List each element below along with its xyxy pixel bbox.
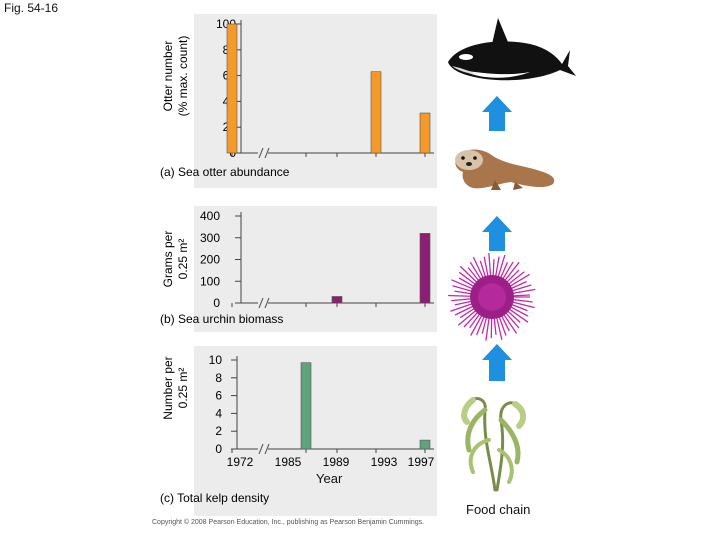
arrow-up-icon <box>482 216 512 251</box>
axis-break-mark <box>264 443 270 455</box>
bar <box>370 71 382 154</box>
sea-otter-icon <box>455 149 555 190</box>
bar <box>419 112 431 154</box>
copyright-text: Copyright © 2008 Pearson Education, Inc.… <box>152 519 425 526</box>
bar <box>419 439 431 450</box>
chart-panel-bg <box>194 206 437 332</box>
chart-title: (c) Total kelp density <box>160 491 269 505</box>
food-chain-label: Food chain <box>466 502 531 517</box>
x-tick-label: 1993 <box>371 455 398 469</box>
bar <box>419 233 431 304</box>
y-axis-label: Grams per <box>161 231 175 288</box>
y-tick-label: 300 <box>200 231 220 245</box>
sea-urchin-icon <box>447 253 536 341</box>
y-tick-label: 6 <box>215 389 222 403</box>
y-axis-label: Number per <box>161 356 175 419</box>
bar <box>226 23 238 154</box>
kelp-icon <box>461 396 527 492</box>
x-tick-label: 1989 <box>323 455 350 469</box>
x-tick-label: 1985 <box>275 455 302 469</box>
x-axis-label: Year <box>316 471 343 486</box>
orca-icon <box>448 18 576 81</box>
axis-break-mark <box>264 147 270 159</box>
chart-title: (b) Sea urchin biomass <box>160 312 283 326</box>
y-axis-label: (% max. count) <box>176 36 190 117</box>
bar <box>300 362 312 450</box>
axis-break-mark <box>258 443 264 455</box>
y-tick-label: 0 <box>213 296 220 310</box>
y-axis-label: 0.25 m² <box>176 368 190 409</box>
arrow-up-icon <box>482 96 512 131</box>
y-tick-label: 4 <box>215 406 222 420</box>
y-axis-label: 0.25 m² <box>176 239 190 280</box>
bar <box>331 296 343 304</box>
x-tick-label: 1972 <box>227 455 254 469</box>
axis-break-mark <box>264 297 270 309</box>
y-tick-label: 2 <box>215 424 222 438</box>
y-tick-label: 10 <box>209 353 223 367</box>
y-axis-label: Otter number <box>161 41 175 112</box>
arrow-up-icon <box>482 344 512 381</box>
axis-break-mark <box>258 147 264 159</box>
y-tick-label: 400 <box>200 209 220 223</box>
y-tick-label: 100 <box>200 274 220 288</box>
y-tick-label: 200 <box>200 253 220 267</box>
x-tick-label: 1997 <box>408 455 435 469</box>
y-tick-label: 0 <box>215 442 222 456</box>
y-tick-label: 8 <box>215 371 222 385</box>
figure-label: Fig. 54-16 <box>4 1 59 15</box>
axis-break-mark <box>258 297 264 309</box>
chart-title: (a) Sea otter abundance <box>160 165 290 179</box>
